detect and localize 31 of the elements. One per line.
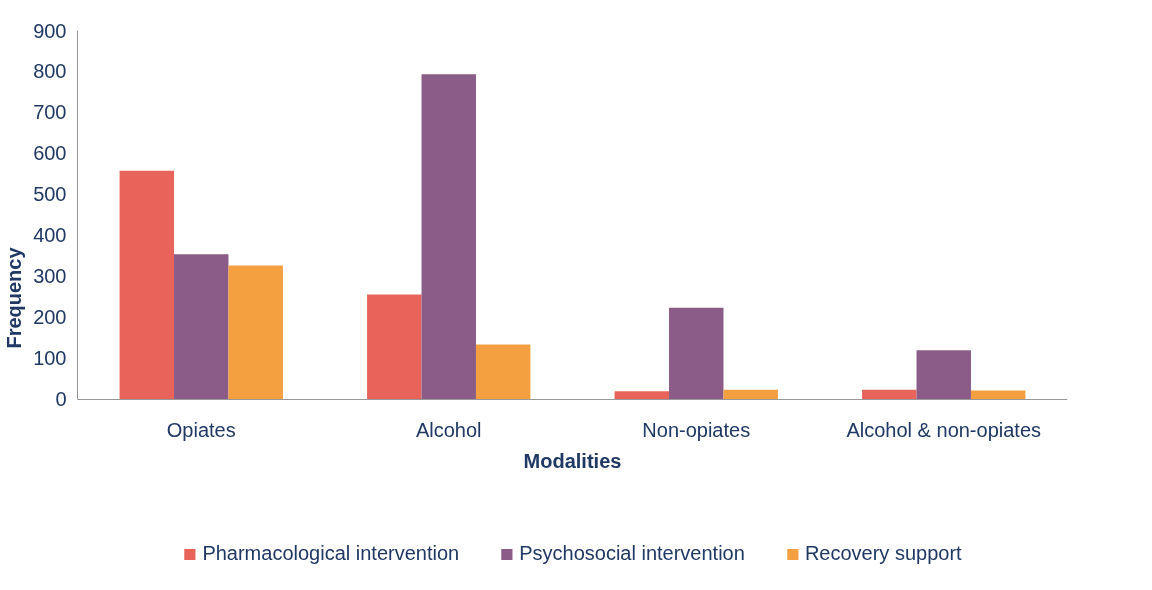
- y-tick-label: 200: [33, 306, 67, 329]
- y-tick-label: 0: [55, 388, 67, 411]
- bar: [228, 265, 283, 400]
- legend-label: Psychosocial intervention: [519, 542, 745, 565]
- y-tick-label: 300: [33, 265, 67, 288]
- x-tick-label: Opiates: [166, 419, 236, 442]
- y-tick-label: 900: [33, 19, 67, 42]
- bar: [916, 350, 971, 400]
- legend-label: Pharmacological intervention: [202, 542, 460, 565]
- bar: [475, 344, 531, 400]
- y-tick-label: 500: [33, 183, 67, 206]
- y-tick-label: 800: [33, 60, 67, 83]
- bar: [970, 390, 1026, 400]
- x-tick-label: Alcohol & non-opiates: [846, 419, 1042, 442]
- y-tick-label: 600: [33, 142, 67, 165]
- bar: [421, 74, 476, 400]
- bar: [723, 389, 778, 400]
- y-tick-label: 400: [33, 224, 67, 247]
- bar: [862, 389, 917, 400]
- legend-label: Recovery support: [804, 542, 962, 565]
- bar: [614, 391, 670, 400]
- bar: [367, 294, 422, 400]
- x-tick-label: Non-opiates: [642, 419, 751, 442]
- x-tick-label: Alcohol: [415, 419, 482, 442]
- bar: [119, 170, 175, 400]
- bar: [174, 254, 229, 400]
- y-tick-label: 700: [33, 101, 67, 124]
- x-axis-title: Modalities: [523, 449, 622, 472]
- y-axis-title: Frequency: [3, 246, 26, 349]
- y-tick-label: 100: [33, 347, 67, 370]
- bar: [669, 307, 724, 400]
